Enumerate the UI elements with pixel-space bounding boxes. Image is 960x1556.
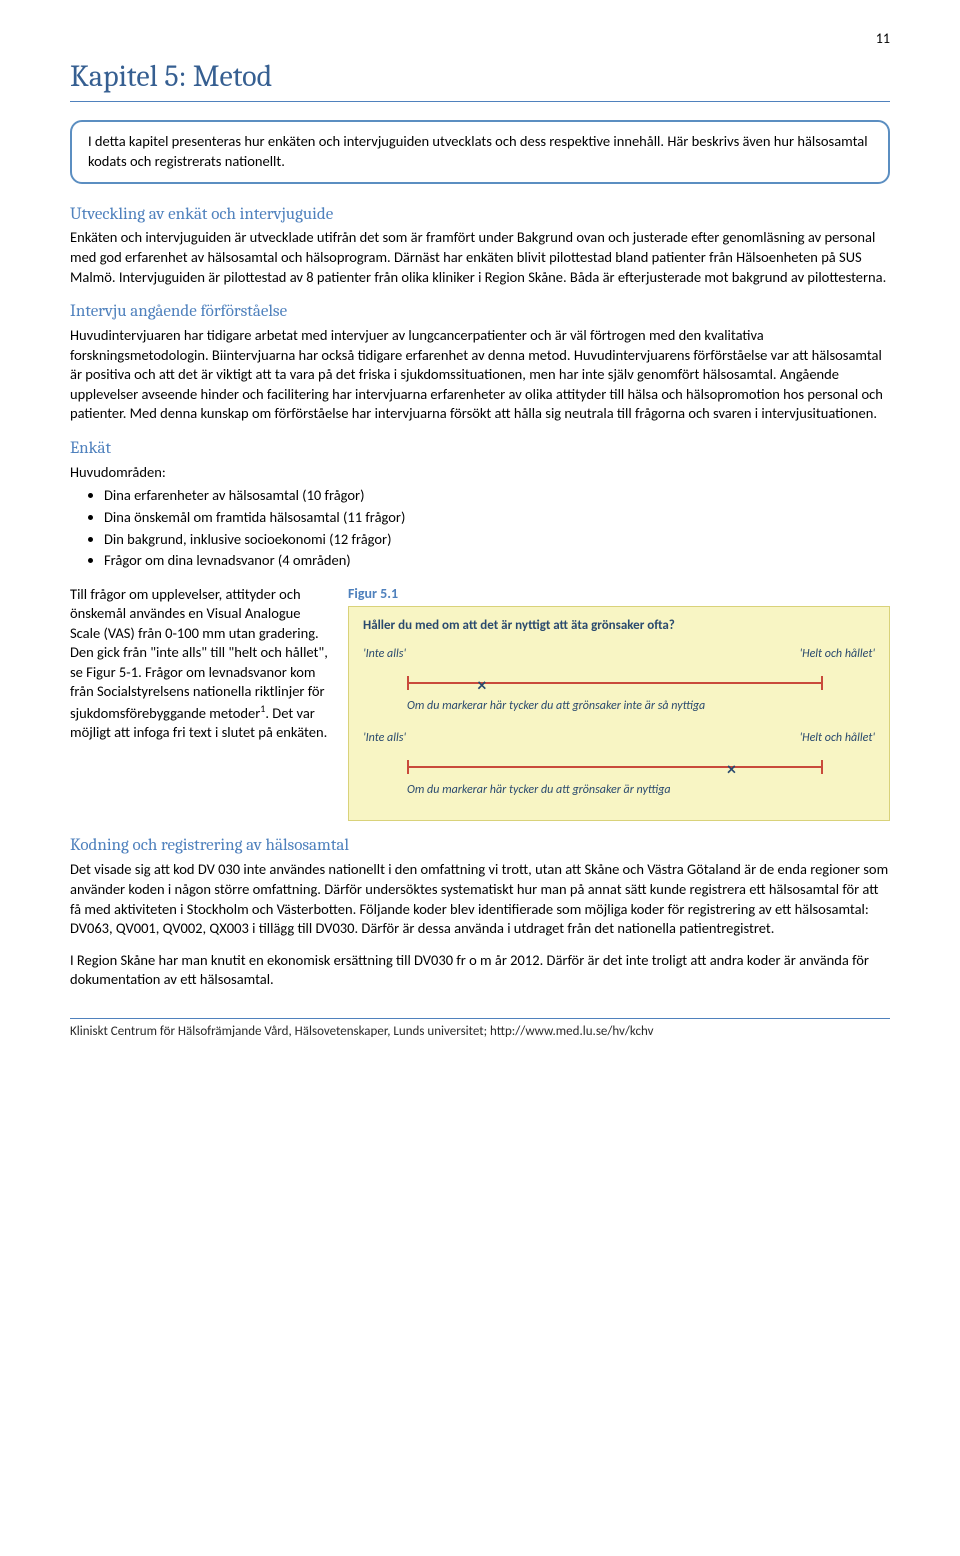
list-item: Din bakgrund, inklusive socioekonomi (12…	[104, 530, 890, 550]
vas-mark-icon: ×	[477, 673, 486, 697]
vas-caption-1: Om du markerar här tycker du att grönsak…	[407, 698, 875, 714]
vas-mark-icon: ×	[727, 757, 736, 781]
section-heading-kodning: Kodning och registrering av hälsosamtal	[70, 835, 890, 858]
vas-end-right: 'Helt och hållet'	[799, 646, 875, 662]
vas-paragraph: Till frågor om upplevelser, attityder oc…	[70, 585, 330, 743]
body-text: Huvudintervjuaren har tidigare arbetat m…	[70, 326, 890, 424]
body-text: Det visade sig att kod DV 030 inte använ…	[70, 860, 890, 938]
list-item: Dina erfarenheter av hälsosamtal (10 frå…	[104, 486, 890, 506]
vas-scale-1: ×	[407, 670, 823, 696]
vas-caption-2: Om du markerar här tycker du att grönsak…	[407, 782, 875, 798]
list-item: Dina önskemål om framtida hälsosamtal (1…	[104, 508, 890, 528]
vas-scale-2: ×	[407, 754, 823, 780]
body-text: I Region Skåne har man knutit en ekonomi…	[70, 951, 890, 990]
section-heading-intervju: Intervju angående förförståelse	[70, 301, 890, 324]
figure-label: Figur 5.1	[348, 585, 890, 604]
section-heading-enkat: Enkät	[70, 438, 890, 461]
section-heading-utveckling: Utveckling av enkät och intervjuguide	[70, 204, 890, 227]
page-number: 11	[70, 30, 890, 49]
page-footer: Kliniskt Centrum för Hälsofrämjande Vård…	[70, 1018, 890, 1041]
enkat-bullet-list: Dina erfarenheter av hälsosamtal (10 frå…	[104, 486, 890, 570]
vas-end-right: 'Helt och hållet'	[799, 730, 875, 746]
body-text: Enkäten och intervjuguiden är utvecklade…	[70, 228, 890, 287]
vas-figure: Håller du med om att det är nyttigt att …	[348, 606, 890, 822]
vas-end-left: 'Inte alls'	[363, 646, 406, 662]
chapter-title: Kapitel 5: Metod	[70, 57, 890, 103]
vas-end-left: 'Inte alls'	[363, 730, 406, 746]
intro-callout: I detta kapitel presenteras hur enkäten …	[70, 120, 890, 183]
vas-question: Håller du med om att det är nyttigt att …	[363, 617, 875, 635]
enkat-lead: Huvudområden:	[70, 463, 890, 483]
list-item: Frågor om dina levnadsvanor (4 områden)	[104, 551, 890, 571]
